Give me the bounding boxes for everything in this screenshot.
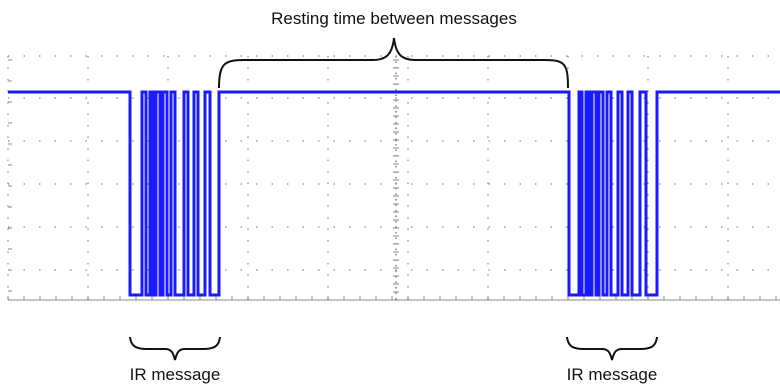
resting-time-brace [218,37,569,89]
ir-message-right-brace [566,336,658,361]
oscilloscope-grid [7,55,780,301]
ir-message-right-label: IR message [567,365,658,384]
ir-message-left-brace [129,336,221,361]
ir-signal-trace [8,90,780,297]
ir-message-left-label: IR message [130,365,221,384]
resting-time-label: Resting time between messages [271,9,517,28]
